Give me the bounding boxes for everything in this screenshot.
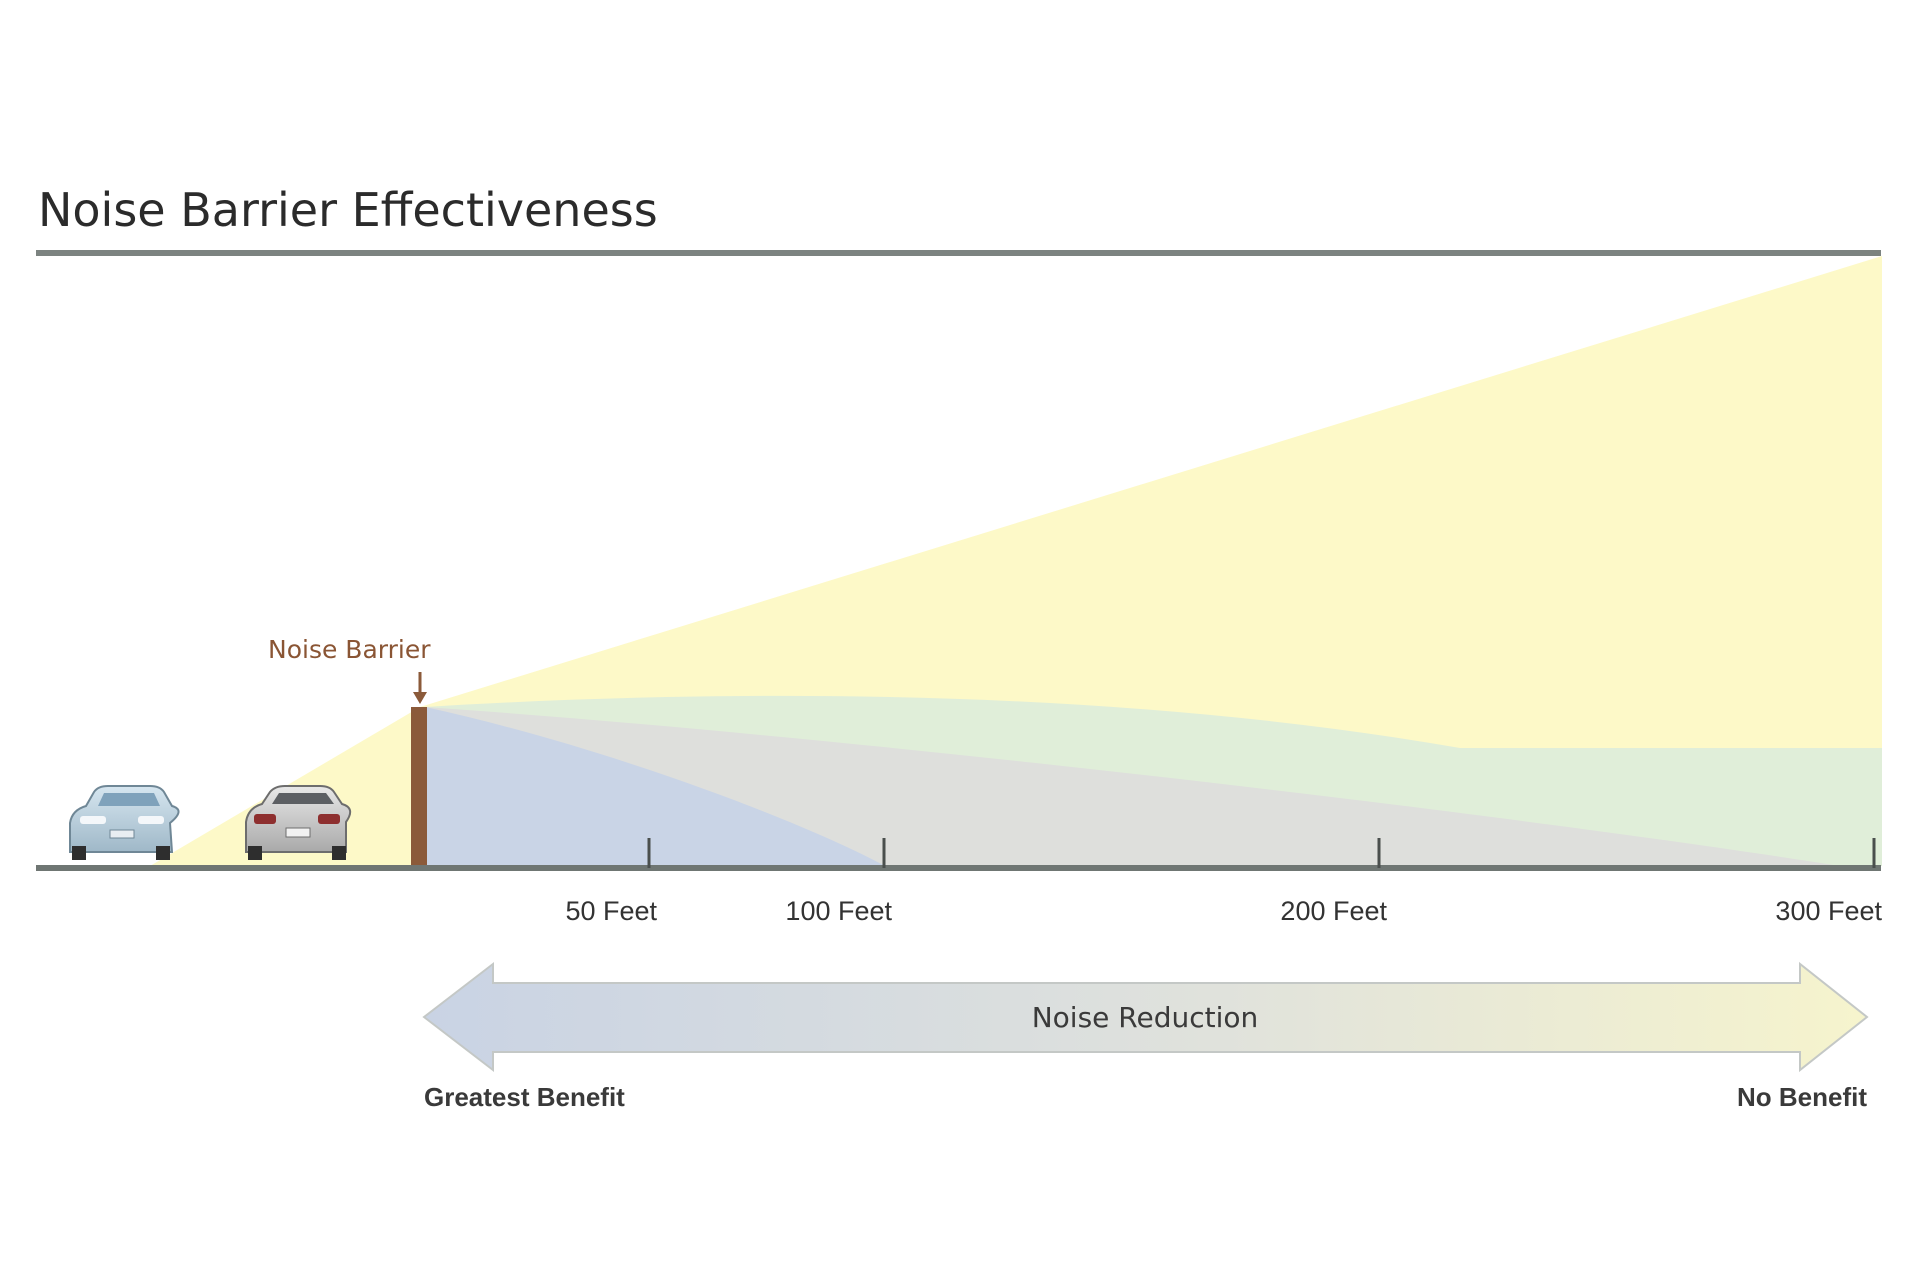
greatest-benefit-label: Greatest Benefit <box>424 1082 625 1112</box>
distance-ticks: 50 Feet 100 Feet 200 Feet 300 Feet <box>565 838 1882 926</box>
distance-label-200: 200 Feet <box>1280 896 1387 926</box>
distance-label-50: 50 Feet <box>565 896 657 926</box>
noise-reduction-arrow <box>422 961 1869 1073</box>
distance-tick-50 <box>647 838 651 868</box>
car-front-icon <box>69 785 180 860</box>
no-benefit-label: No Benefit <box>1737 1082 1867 1112</box>
diagram-title: Noise Barrier Effectiveness <box>38 183 658 237</box>
top-rule <box>36 250 1881 256</box>
noise-barrier-wall <box>411 707 427 866</box>
distance-tick-100 <box>882 838 886 868</box>
distance-label-100: 100 Feet <box>785 896 892 926</box>
distance-tick-200 <box>1377 838 1381 868</box>
distance-tick-300 <box>1872 838 1876 868</box>
distance-label-300: 300 Feet <box>1775 896 1882 926</box>
noise-barrier-label: Noise Barrier <box>268 635 431 664</box>
shadow-zone-blue <box>425 707 885 866</box>
down-arrow-icon <box>413 672 427 704</box>
car-rear-icon <box>245 785 352 860</box>
noise-reduction-label: Noise Reduction <box>1032 1001 1259 1034</box>
ground-line <box>36 865 1881 871</box>
